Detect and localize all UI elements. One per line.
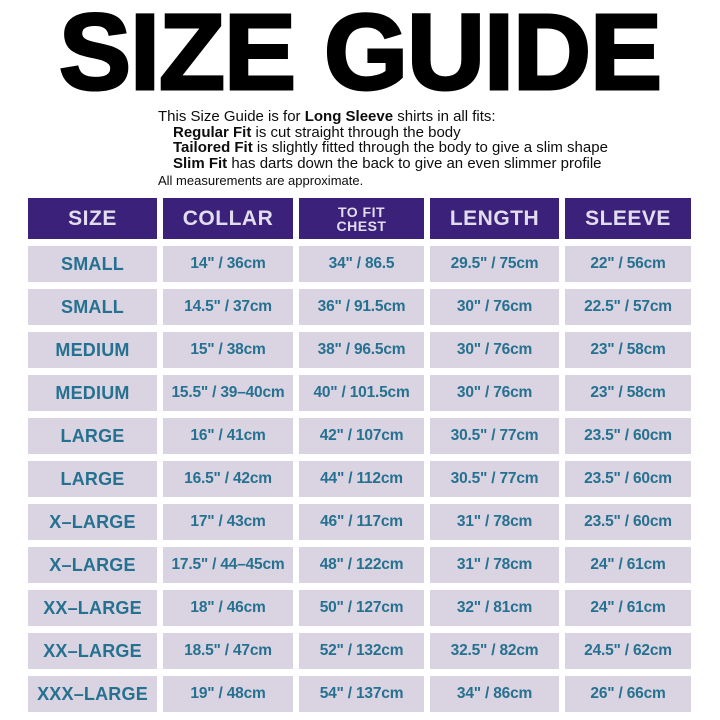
intro-line-tailored-fit: Tailored Fit is slightly fitted through … — [173, 140, 608, 156]
tailored-fit-desc: is slightly fitted through the body to g… — [252, 139, 608, 156]
intro-line-main-bold: Long Sleeve — [304, 108, 394, 125]
cell-sleeve: 22" / 56cm — [565, 246, 691, 282]
cell-size: XXX–LARGE — [28, 676, 157, 712]
header-chest-line1: TO FIT — [337, 203, 386, 220]
cell-chest: 34" / 86.5 — [299, 246, 424, 282]
cell-size: XX–LARGE — [28, 590, 157, 626]
cell-size: X–LARGE — [28, 547, 157, 583]
intro-text: This Size Guide is for Long Sleeve shirt… — [158, 109, 608, 189]
cell-length: 30" / 76cm — [430, 375, 559, 411]
cell-chest: 40" / 101.5cm — [299, 375, 424, 411]
page-title: SIZE GUIDE — [57, 0, 663, 112]
cell-sleeve: 23.5" / 60cm — [565, 504, 691, 540]
cell-sleeve: 23.5" / 60cm — [565, 418, 691, 454]
cell-length: 32" / 81cm — [430, 590, 559, 626]
cell-sleeve: 24.5" / 62cm — [565, 633, 691, 669]
cell-sleeve: 26" / 66cm — [565, 676, 691, 712]
intro-note: All measurements are approximate. — [158, 173, 364, 188]
cell-length: 30" / 76cm — [430, 332, 559, 368]
intro-line-slim-fit: Slim Fit has darts down the back to give… — [173, 154, 608, 172]
cell-length: 31" / 78cm — [430, 504, 559, 540]
cell-collar: 18" / 46cm — [163, 590, 293, 626]
header-sleeve: SLEEVE — [565, 198, 691, 239]
cell-size: XX–LARGE — [28, 633, 157, 669]
cell-collar: 15.5" / 39–40cm — [163, 375, 293, 411]
cell-size: MEDIUM — [28, 375, 157, 411]
cell-chest: 44" / 112cm — [299, 461, 424, 497]
intro-line-main-post: shirts in all fits: — [393, 108, 496, 125]
regular-fit-label: Regular Fit — [173, 123, 252, 141]
slim-fit-label: Slim Fit — [173, 154, 228, 172]
cell-chest: 38" / 96.5cm — [299, 332, 424, 368]
cell-collar: 16.5" / 42cm — [163, 461, 293, 497]
cell-size: X–LARGE — [28, 504, 157, 540]
cell-chest: 50" / 127cm — [299, 590, 424, 626]
intro-line-main-pre: This Size Guide is for — [158, 108, 305, 125]
cell-chest: 42" / 107cm — [299, 418, 424, 454]
cell-collar: 16" / 41cm — [163, 418, 293, 454]
cell-chest: 54" / 137cm — [299, 676, 424, 712]
tailored-fit-label: Tailored Fit — [173, 139, 253, 156]
cell-length: 29.5" / 75cm — [430, 246, 559, 282]
intro-line-regular-fit: Regular Fit is cut straight through the … — [173, 123, 608, 141]
slim-fit-desc: has darts down the back to give an even … — [227, 154, 602, 172]
cell-size: MEDIUM — [28, 332, 157, 368]
cell-size: SMALL — [28, 289, 157, 325]
cell-collar: 15" / 38cm — [163, 332, 293, 368]
cell-sleeve: 22.5" / 57cm — [565, 289, 691, 325]
header-chest-line2: CHEST — [336, 217, 387, 234]
cell-size: LARGE — [28, 418, 157, 454]
cell-length: 30.5" / 77cm — [430, 461, 559, 497]
cell-chest: 36" / 91.5cm — [299, 289, 424, 325]
cell-length: 32.5" / 82cm — [430, 633, 559, 669]
header-chest: TO FIT CHEST — [299, 198, 424, 239]
cell-collar: 19" / 48cm — [163, 676, 293, 712]
regular-fit-desc: is cut straight through the body — [251, 123, 461, 141]
cell-length: 34" / 86cm — [430, 676, 559, 712]
cell-size: LARGE — [28, 461, 157, 497]
cell-sleeve: 24" / 61cm — [565, 547, 691, 583]
cell-collar: 18.5" / 47cm — [163, 633, 293, 669]
size-table: SIZE COLLAR TO FIT CHEST LENGTH SLEEVE SM… — [28, 198, 691, 712]
cell-length: 30" / 76cm — [430, 289, 559, 325]
cell-collar: 17.5" / 44–45cm — [163, 547, 293, 583]
cell-sleeve: 23" / 58cm — [565, 375, 691, 411]
cell-chest: 46" / 117cm — [299, 504, 424, 540]
header-collar: COLLAR — [163, 198, 293, 239]
cell-length: 31" / 78cm — [430, 547, 559, 583]
cell-chest: 48" / 122cm — [299, 547, 424, 583]
cell-sleeve: 24" / 61cm — [565, 590, 691, 626]
header-size: SIZE — [28, 198, 157, 239]
cell-length: 30.5" / 77cm — [430, 418, 559, 454]
cell-collar: 17" / 43cm — [163, 504, 293, 540]
cell-collar: 14.5" / 37cm — [163, 289, 293, 325]
cell-collar: 14" / 36cm — [163, 246, 293, 282]
cell-chest: 52" / 132cm — [299, 633, 424, 669]
cell-sleeve: 23" / 58cm — [565, 332, 691, 368]
header-length: LENGTH — [430, 198, 559, 239]
cell-sleeve: 23.5" / 60cm — [565, 461, 691, 497]
cell-size: SMALL — [28, 246, 157, 282]
intro-line-main: This Size Guide is for Long Sleeve shirt… — [158, 109, 608, 125]
